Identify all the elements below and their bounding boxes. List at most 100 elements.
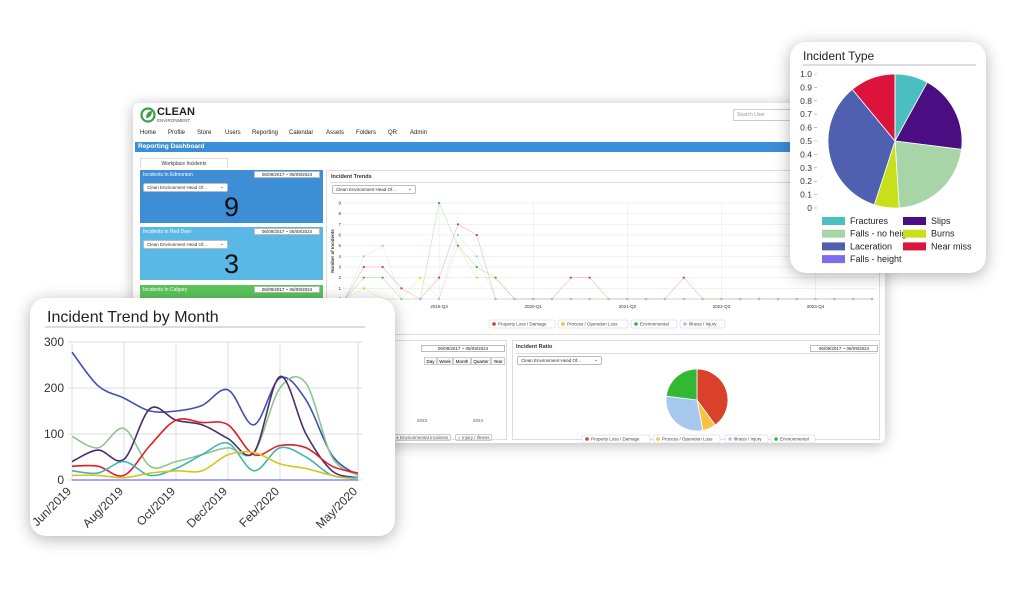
period-button[interactable]: Day <box>424 357 437 365</box>
nav-item[interactable]: Home <box>140 130 157 136</box>
divider <box>516 353 877 354</box>
data-point <box>419 276 422 279</box>
nav-item[interactable]: Profile <box>168 130 186 136</box>
data-point <box>532 297 535 301</box>
y-tick-label: 0.7 <box>800 109 812 119</box>
nav-item[interactable]: Users <box>225 130 241 136</box>
data-point <box>739 297 742 301</box>
legend-label: Process / Operation Loss <box>567 322 618 327</box>
date-range[interactable]: 06/09/2017 ~ 06/09/2024 <box>421 345 505 352</box>
legend-item[interactable]: ● Injury / Illness <box>455 434 493 441</box>
data-point <box>475 233 478 237</box>
nav-item[interactable]: Reporting <box>252 130 279 136</box>
location-card: Incidents In Red Deer 06/09/2017 ~ 06/09… <box>140 227 323 280</box>
y-tick-label: 100 <box>44 427 64 441</box>
pie-slice <box>894 140 962 209</box>
data-point <box>569 297 572 301</box>
dropdown[interactable]: Clean Environment Head Of... <box>332 185 416 194</box>
dropdown[interactable]: Clean Environment Head Of... <box>143 183 228 192</box>
legend-swatch <box>822 229 845 238</box>
incident-count: 9 <box>223 192 240 222</box>
y-tick-label: 3 <box>338 265 341 270</box>
x-tick-label: 2023-Q4 <box>807 304 825 309</box>
legend-item[interactable] <box>557 319 629 329</box>
series-line <box>71 375 359 479</box>
card-title: Incidents In Edmonton <box>143 172 193 178</box>
y-tick-label: 8 <box>338 211 341 216</box>
date-range[interactable]: 06/09/2017 ~ 06/09/2024 <box>254 171 320 178</box>
data-point <box>419 297 422 301</box>
legend-item[interactable] <box>581 434 651 444</box>
legend-label: Slips <box>931 216 951 226</box>
nav-item[interactable]: Admin <box>410 130 428 136</box>
data-point <box>663 297 667 301</box>
nav-item[interactable]: Calendar <box>289 130 314 136</box>
y-tick-label: 300 <box>44 335 64 349</box>
nav-item[interactable]: Assets <box>326 130 345 136</box>
legend-item[interactable] <box>770 434 816 444</box>
y-tick-label: 0.8 <box>800 96 812 106</box>
pie-slice <box>894 81 963 150</box>
legend-label: Process / Operation Loss <box>662 437 713 442</box>
trends-panel: Incident Trends Clean Environment Head O… <box>326 170 880 335</box>
legend-item[interactable] <box>652 434 721 444</box>
x-tick-label: Jun/2019 <box>30 484 74 529</box>
logo-name: CLEAN <box>157 106 195 118</box>
y-tick-label: 2 <box>338 275 341 280</box>
data-point <box>362 276 365 279</box>
date-range[interactable]: 06/09/2017 ~ 06/09/2024 <box>810 345 878 352</box>
legend-label: Environmental Incidents <box>399 435 448 440</box>
legend-item[interactable] <box>488 319 556 329</box>
pie-slice <box>665 368 698 401</box>
incident-count: 3 <box>223 249 240 279</box>
data-point <box>870 297 874 301</box>
legend-label: Falls - height <box>850 254 902 264</box>
divider <box>330 182 876 183</box>
data-point <box>814 297 817 301</box>
x-tick-label: 2020-Q1 <box>524 304 542 309</box>
y-tick-label: 0 <box>57 473 64 487</box>
nav-item[interactable]: Folders <box>356 130 377 136</box>
data-point <box>569 276 572 279</box>
y-axis-title: Number of Incidents <box>330 229 335 273</box>
data-point <box>833 297 836 301</box>
date-range[interactable]: 06/09/2017 ~ 06/09/2024 <box>254 228 320 235</box>
data-point <box>682 297 685 301</box>
date-range[interactable]: 06/09/2017 ~ 06/09/2024 <box>254 286 320 293</box>
location-card: Incidents In Edmonton 06/09/2017 ~ 06/09… <box>140 170 323 223</box>
data-point <box>362 265 365 269</box>
legend-swatch <box>822 255 845 264</box>
data-point <box>795 297 798 301</box>
period-button[interactable]: Week <box>437 357 453 365</box>
data-point <box>852 297 855 301</box>
x-tick-label: Feb/2020 <box>236 484 282 530</box>
data-point <box>456 244 460 247</box>
data-point <box>494 297 497 301</box>
y-tick-label: 0 <box>807 203 812 213</box>
trend-card: Incident Trend by Month 0 100 200 300 Jun/20… <box>30 298 395 536</box>
data-point <box>400 297 403 301</box>
legend-swatch <box>728 437 732 441</box>
period-button[interactable]: Month <box>453 357 471 365</box>
data-point <box>757 297 761 301</box>
dropdown[interactable]: Clean Environment Head Of... <box>143 240 228 249</box>
y-tick-label: 5 <box>338 243 341 248</box>
pie-slice <box>827 88 896 206</box>
legend-label: Environmental <box>640 322 669 327</box>
legend-item[interactable] <box>679 319 726 329</box>
period-button[interactable]: Year <box>491 357 505 365</box>
dropdown[interactable]: Clean Environment Head Of... <box>517 356 602 365</box>
legend-item[interactable] <box>630 319 678 329</box>
tab[interactable]: Workplace Incidents <box>140 158 228 168</box>
legend-swatch <box>774 437 778 441</box>
legend-item[interactable] <box>724 434 769 444</box>
period-button[interactable]: Quarter <box>471 357 491 365</box>
y-tick-label: 0.1 <box>800 190 812 200</box>
data-point <box>475 276 478 279</box>
panel-title: Incident Trends <box>331 174 372 180</box>
nav-item[interactable]: QR <box>388 130 397 136</box>
nav-item[interactable]: Store <box>197 130 212 136</box>
incident-type-card: Incident Type 0 0.1 0.2 0.3 0.4 0.5 0.6 0.7 0.8 0… <box>790 42 986 273</box>
